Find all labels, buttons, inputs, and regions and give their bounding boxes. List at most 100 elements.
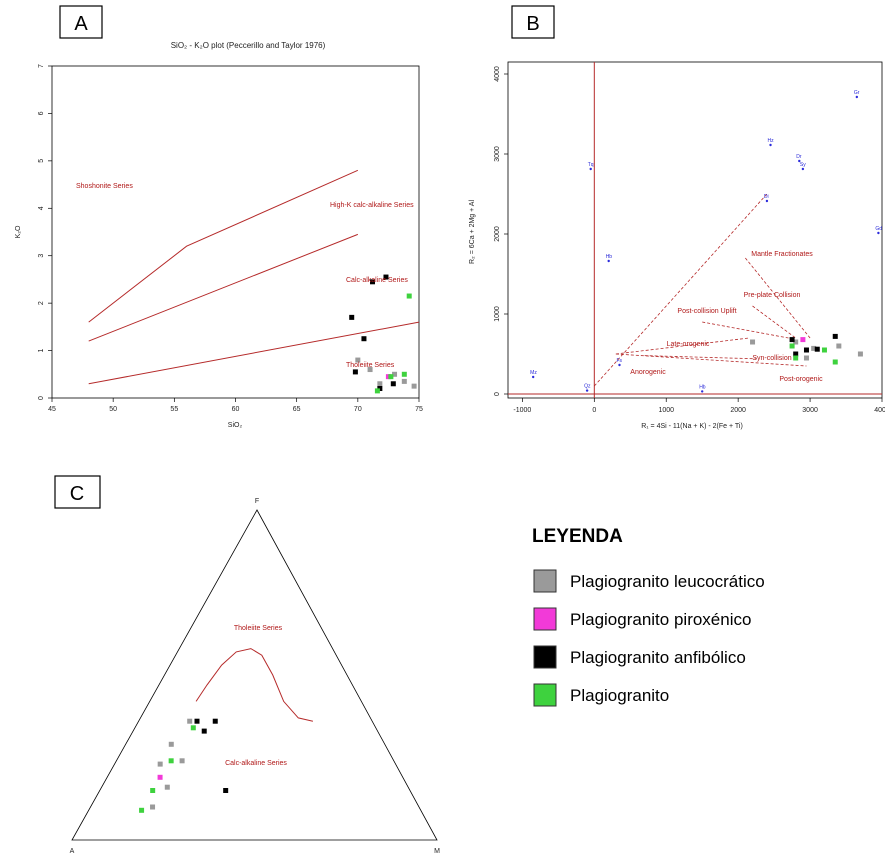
chart-b: -10000100020003000400001000200030004000 … — [469, 61, 885, 430]
chart-a-point — [352, 369, 358, 375]
chart-b-point — [803, 347, 809, 353]
chart-c-point — [139, 807, 145, 813]
chart-b-xtick-label: 0 — [592, 407, 596, 414]
chart-a-point — [349, 314, 355, 320]
chart-b-reference-label: Gr — [854, 90, 860, 96]
chart-b-reference-point — [769, 143, 772, 147]
chart-c-point — [223, 788, 229, 793]
chart-c-point — [150, 788, 156, 793]
chart-b-field-boundary — [644, 355, 757, 360]
chart-c-point — [150, 804, 156, 810]
chart-b-point — [821, 347, 827, 353]
chart-b-reference-point — [801, 167, 805, 171]
chart-a-field-highk: High-K calc-alkaline Series — [330, 202, 414, 209]
chart-c-vertex-f: F — [255, 498, 259, 505]
chart-a-ytick-label: 0 — [38, 396, 45, 400]
chart-b-point — [857, 351, 863, 357]
chart-b-reference-label: Dr — [796, 154, 802, 160]
chart-c-point — [201, 728, 207, 734]
chart-a-point — [355, 357, 361, 363]
chart-a-xtick-label: 55 — [170, 406, 178, 413]
chart-a-ytick-label: 6 — [38, 111, 45, 115]
chart-a-boundary-line — [88, 321, 420, 385]
chart-a-point — [401, 371, 407, 377]
chart-b-field-boundary — [615, 337, 749, 355]
chart-a-point — [370, 279, 376, 285]
chart-a-xtick-label: 70 — [354, 406, 362, 413]
chart-b-point — [750, 339, 756, 345]
chart-c-point — [179, 758, 185, 764]
chart-a-ytick-label: 4 — [38, 206, 45, 210]
chart-b-xlabel: R₁ = 4Si - 11(Na + K) - 2(Fe + Ti) — [641, 423, 743, 430]
chart-a-point — [406, 293, 412, 299]
chart-b-point — [836, 343, 842, 349]
chart-a-point — [390, 381, 396, 387]
chart-a-field-calcalk: Calc-alkaline Series — [346, 277, 408, 284]
chart-a-xtick-label: 50 — [109, 406, 117, 413]
chart-a-point — [361, 336, 367, 342]
chart-a-ytick-label: 5 — [38, 159, 45, 163]
legend-swatch — [533, 683, 557, 707]
chart-b-xtick-label: 4000 — [874, 407, 885, 414]
chart-c-point — [194, 718, 200, 724]
chart-b-field-lateorogenic: Late-orogenic — [667, 341, 710, 348]
legend-item-label: Plagiogranito — [570, 686, 669, 705]
chart-b-reference-label: Di — [764, 194, 769, 200]
chart-b-reference-label: Mz — [530, 370, 537, 376]
chart-b-reference-label: Sy — [800, 162, 806, 168]
chart-b-ytick-label: 1000 — [494, 306, 501, 322]
svg-text:B: B — [526, 13, 539, 35]
chart-b-xtick-label: 3000 — [802, 407, 818, 414]
chart-c-vertex-m: M — [434, 848, 440, 855]
chart-b-ytick-label: 3000 — [494, 146, 501, 162]
chart-a-point — [411, 383, 417, 389]
chart-b-field-postorogenic: Post-orogenic — [779, 376, 823, 383]
chart-c-triangle — [71, 509, 438, 841]
panel-label-b: B — [511, 5, 555, 39]
chart-b-reference-point — [607, 259, 610, 263]
legend-title: LEYENDA — [532, 526, 623, 547]
chart-c-vertex-a: A — [70, 848, 75, 855]
legend-swatch — [533, 645, 557, 669]
chart-b-ylabel: R₂ = 6Ca + 2Mg + Al — [469, 200, 476, 264]
chart-b-xtick-label: 2000 — [730, 407, 746, 414]
chart-c-field-calcalk: Calc-alkaline Series — [225, 760, 287, 767]
chart-b-field-boundary — [745, 257, 811, 339]
chart-a-xlabel: SiO₂ — [228, 422, 243, 429]
legend-item-label: Plagiogranito anfibólico — [570, 648, 746, 667]
chart-a: SiO₂ - K₂O plot (Peccerillo and Taylor 1… — [15, 41, 423, 429]
chart-b-reference-label: Hb — [699, 384, 706, 390]
chart-b-field-boundary — [702, 321, 789, 339]
chart-c-point — [212, 718, 218, 724]
legend: LEYENDA Plagiogranito leucocrático Plagio… — [532, 526, 765, 707]
chart-c-point — [187, 718, 193, 724]
chart-c-field-tholeiite: Tholeiite Series — [234, 625, 283, 632]
chart-a-point — [383, 274, 389, 280]
chart-b-point — [832, 359, 838, 365]
chart-a-xtick-label: 45 — [48, 406, 56, 413]
chart-a-xtick-label: 75 — [415, 406, 423, 413]
legend-item-label: Plagiogranito leucocrático — [570, 572, 765, 591]
chart-b-reference-point — [585, 389, 589, 392]
chart-b-reference-point — [855, 95, 859, 99]
chart-b-point — [811, 345, 817, 351]
chart-a-point — [392, 371, 398, 377]
chart-b-reference-point — [877, 231, 880, 235]
chart-b-reference-label: Tq — [588, 162, 594, 168]
chart-c-point — [168, 758, 174, 764]
chart-b-xtick-label: 1000 — [658, 407, 674, 414]
chart-a-ytick-label: 3 — [38, 254, 45, 258]
legend-swatch — [533, 607, 557, 631]
chart-c-boundary-line — [195, 648, 314, 722]
chart-a-point — [401, 378, 407, 384]
chart-a-point — [374, 388, 380, 394]
panel-label-c: C — [54, 475, 101, 509]
chart-b-point — [789, 337, 795, 343]
chart-b-point — [814, 346, 820, 352]
chart-b-reference-label: Hb — [606, 254, 613, 260]
chart-b-reference-label: Gd — [875, 226, 882, 232]
chart-b-point — [800, 337, 806, 343]
chart-b-ytick-label: 2000 — [494, 226, 501, 242]
chart-a-ytick-label: 2 — [38, 301, 45, 305]
chart-b-xtick-label: -1000 — [513, 407, 531, 414]
